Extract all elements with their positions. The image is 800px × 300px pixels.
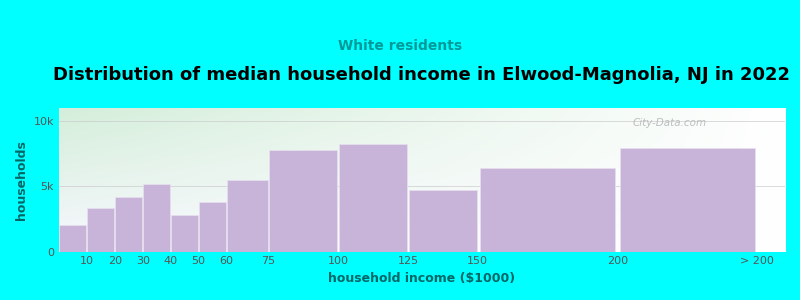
- Bar: [270, 150, 337, 252]
- Bar: [59, 225, 86, 252]
- X-axis label: household income ($1000): household income ($1000): [328, 272, 515, 285]
- Bar: [143, 184, 170, 252]
- Bar: [339, 144, 407, 252]
- Bar: [171, 215, 198, 252]
- Y-axis label: households: households: [15, 140, 28, 220]
- Bar: [619, 148, 755, 252]
- Title: Distribution of median household income in Elwood-Magnolia, NJ in 2022: Distribution of median household income …: [54, 66, 790, 84]
- Bar: [87, 208, 114, 252]
- Text: City-Data.com: City-Data.com: [633, 118, 706, 128]
- Bar: [409, 190, 477, 252]
- Text: White residents: White residents: [338, 40, 462, 53]
- Bar: [227, 180, 268, 252]
- Bar: [199, 202, 226, 252]
- Bar: [480, 168, 615, 252]
- Bar: [115, 197, 142, 252]
